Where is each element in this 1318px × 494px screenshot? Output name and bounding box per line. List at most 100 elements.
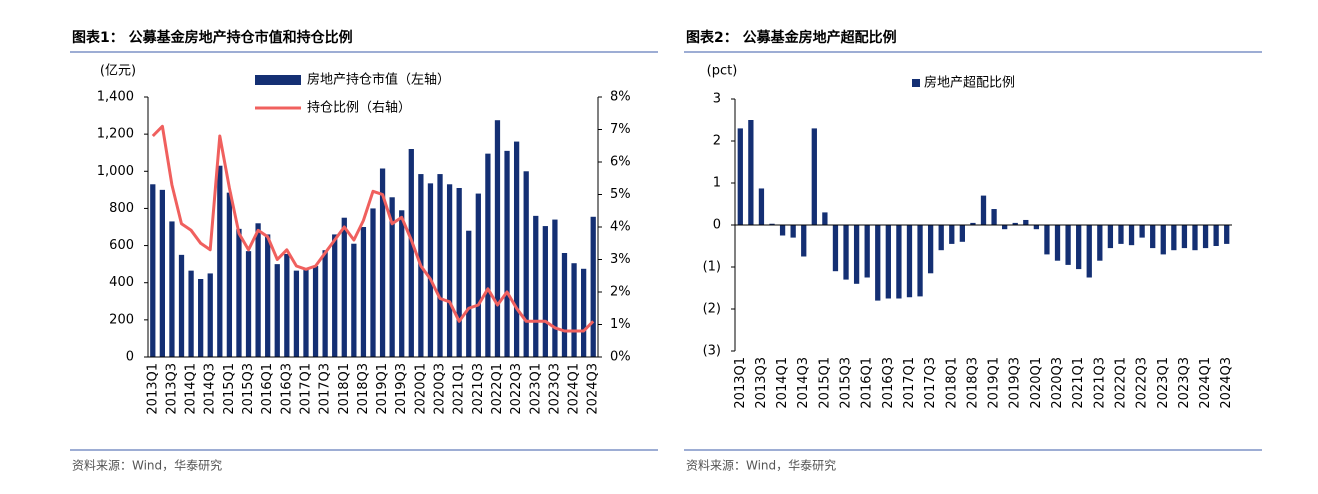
bar xyxy=(542,226,548,357)
bar xyxy=(832,225,839,272)
y2-tick-label: 2% xyxy=(610,285,631,300)
y-tick-label: 1,200 xyxy=(97,127,134,142)
legend-swatch xyxy=(912,79,920,87)
bar xyxy=(885,225,891,299)
bar xyxy=(427,183,434,357)
x-tick-label: 2023Q1 xyxy=(528,363,543,415)
x-tick-label: 2024Q1 xyxy=(567,363,582,415)
x-tick-label: 2019Q1 xyxy=(375,363,390,415)
bar xyxy=(959,225,965,242)
bar xyxy=(351,243,357,357)
bar xyxy=(779,225,786,236)
bar xyxy=(1076,225,1082,270)
y-tick-label: 2 xyxy=(713,134,721,149)
x-tick-label: 2016Q3 xyxy=(881,357,896,409)
bar xyxy=(274,264,280,357)
bar xyxy=(552,219,558,357)
x-tick-label: 2022Q3 xyxy=(509,363,524,415)
bar xyxy=(255,223,261,357)
x-tick-label: 2021Q3 xyxy=(1092,357,1107,409)
bar xyxy=(293,270,300,357)
x-tick-label: 2016Q1 xyxy=(260,363,275,415)
bar xyxy=(446,184,453,357)
x-tick-label: 2021Q1 xyxy=(452,363,467,415)
bar xyxy=(1192,225,1198,251)
x-tick-label: 2018Q1 xyxy=(944,357,959,409)
x-tick-label: 2019Q3 xyxy=(394,363,409,415)
x-tick-label: 2018Q3 xyxy=(356,363,371,415)
bar xyxy=(456,188,462,357)
bar xyxy=(1128,225,1135,246)
y2-tick-label: 6% xyxy=(610,155,631,170)
x-tick-label: 2015Q1 xyxy=(817,357,832,409)
x-tick-label: 2023Q1 xyxy=(1156,357,1171,409)
bar xyxy=(408,149,414,357)
bar xyxy=(1012,222,1018,225)
y2-tick-label: 8% xyxy=(610,90,631,105)
bar xyxy=(341,217,347,357)
bar xyxy=(801,225,807,257)
x-tick-label: 2023Q3 xyxy=(1177,357,1192,409)
legend-label: 房地产持仓市值（左轴） xyxy=(307,72,450,88)
bar xyxy=(896,225,902,299)
bar xyxy=(389,197,395,357)
y-tick-label: 0 xyxy=(713,218,721,233)
bar xyxy=(1023,219,1029,225)
bar xyxy=(927,225,934,274)
bar xyxy=(991,209,997,225)
x-tick-label: 2017Q1 xyxy=(298,363,313,415)
x-tick-label: 2019Q1 xyxy=(987,357,1002,409)
y-tick-label: 200 xyxy=(109,312,134,327)
x-tick-label: 2013Q3 xyxy=(754,357,769,409)
bar xyxy=(590,216,596,357)
y2-tick-label: 7% xyxy=(610,122,631,137)
bar xyxy=(198,279,204,357)
bar xyxy=(1213,225,1219,246)
bar xyxy=(790,225,796,238)
x-tick-label: 2020Q1 xyxy=(413,363,428,415)
bar xyxy=(265,234,271,357)
chart-title: 图表2： 公募基金房地产超配比例 xyxy=(686,29,897,46)
y2-tick-label: 3% xyxy=(610,252,631,267)
y-unit: (亿元) xyxy=(100,64,136,79)
bar xyxy=(1160,225,1166,255)
bar xyxy=(938,225,944,251)
bar xyxy=(466,230,472,357)
bar xyxy=(485,153,491,357)
x-tick-label: 2022Q1 xyxy=(1113,357,1128,409)
x-tick-label: 2017Q3 xyxy=(318,363,333,415)
bar xyxy=(811,128,817,225)
bar xyxy=(437,174,443,357)
y-tick-label: 1,000 xyxy=(97,164,134,179)
y2-tick-label: 0% xyxy=(610,350,631,365)
y2-tick-label: 4% xyxy=(610,220,631,235)
bar xyxy=(571,263,577,357)
bar xyxy=(533,215,539,357)
legend-label: 房地产超配比例 xyxy=(924,75,1015,91)
x-tick-label: 2018Q1 xyxy=(337,363,352,415)
x-tick-label: 2024Q1 xyxy=(1198,357,1213,409)
y2-tick-label: 1% xyxy=(610,317,631,332)
bar xyxy=(360,227,367,357)
bar xyxy=(159,189,165,357)
y-unit: (pct) xyxy=(707,64,738,79)
bar xyxy=(207,273,213,357)
bar xyxy=(504,150,510,357)
bar xyxy=(226,192,233,357)
bar xyxy=(970,222,976,225)
y2-tick-label: 5% xyxy=(610,187,631,202)
bar xyxy=(513,141,520,357)
bar xyxy=(217,165,223,357)
y-tick-label: (2) xyxy=(703,302,721,317)
bar xyxy=(853,225,860,284)
bar xyxy=(475,193,481,357)
x-tick-label: 2021Q1 xyxy=(1071,357,1086,409)
x-tick-label: 2024Q3 xyxy=(1219,357,1234,409)
x-tick-label: 2021Q3 xyxy=(471,363,486,415)
bar xyxy=(1033,225,1040,230)
x-tick-label: 2016Q3 xyxy=(279,363,294,415)
x-tick-label: 2015Q1 xyxy=(222,363,237,415)
source: 资料来源：Wind，华泰研究 xyxy=(686,458,836,473)
x-tick-label: 2017Q1 xyxy=(902,357,917,409)
